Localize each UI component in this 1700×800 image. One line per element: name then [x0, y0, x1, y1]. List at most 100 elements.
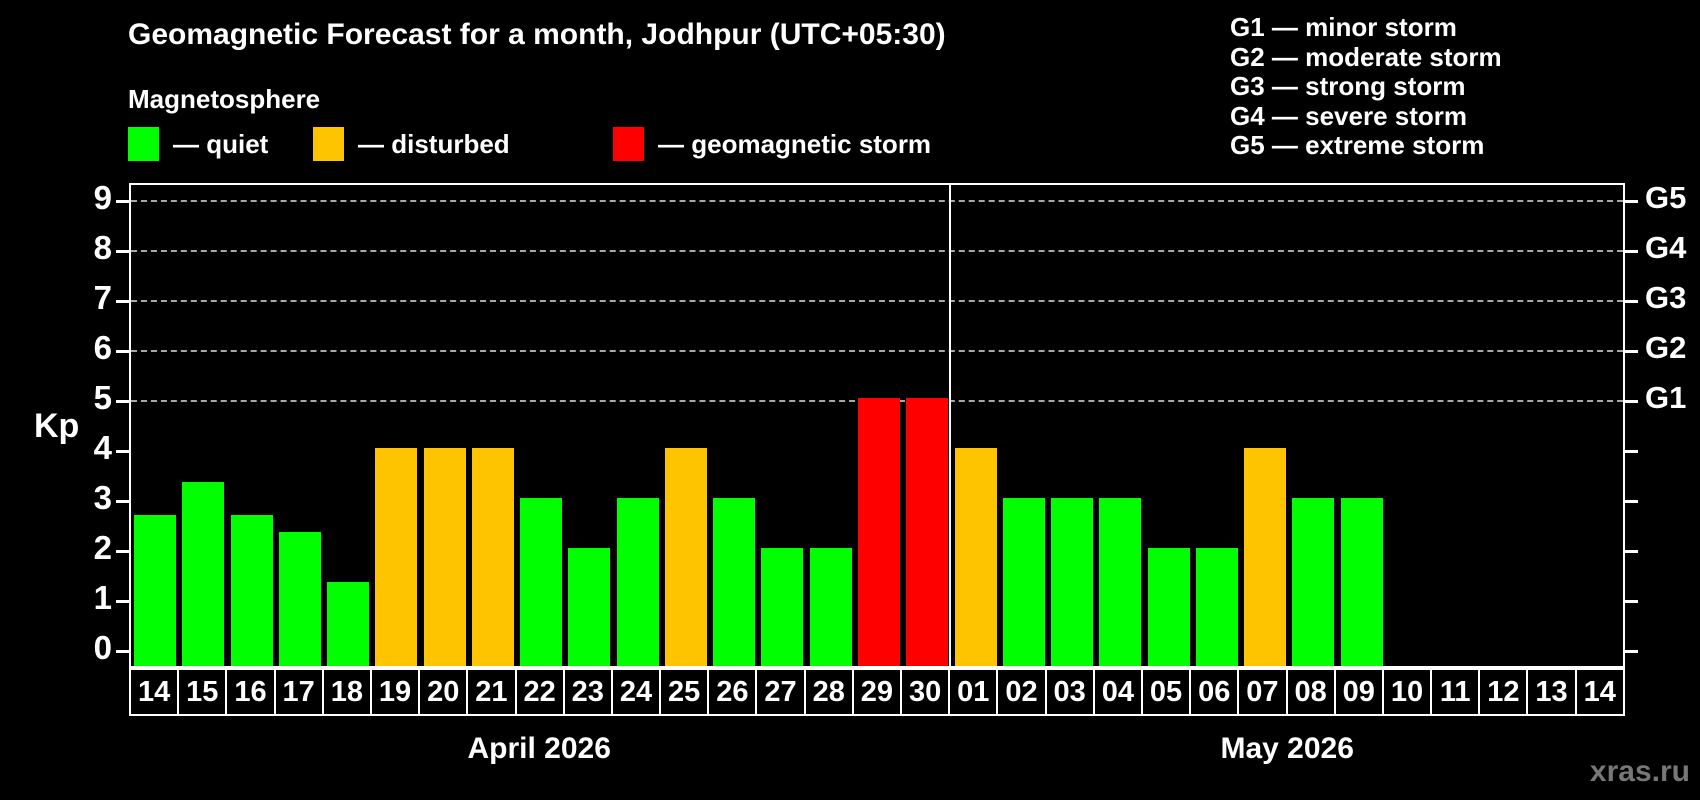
- day-label-cell: 19: [369, 668, 421, 716]
- y-tick-right-8: [1625, 250, 1638, 253]
- legend-item-disturbed: — disturbed: [313, 126, 510, 162]
- g-legend-line: G2 — moderate storm: [1230, 41, 1502, 72]
- day-label-cell: 14: [1574, 668, 1625, 716]
- y-axis-label-4: 4: [93, 429, 112, 466]
- y-axis-label-8: 8: [93, 229, 112, 266]
- kp-bar-14: [134, 514, 177, 666]
- day-label-cell: 20: [418, 668, 469, 716]
- kp-bar-20: [423, 448, 466, 666]
- day-label-cell: 02: [996, 668, 1047, 716]
- y-tick-right-7: [1625, 300, 1638, 303]
- right-axis-label-G5: G5: [1645, 180, 1687, 215]
- day-label-cell: 21: [466, 668, 517, 716]
- day-label-cell: 05: [1140, 668, 1192, 716]
- x-axis-day-labels: 14 15 16 17 18 19 20 21 22 23 24 25 26 27 28 29 30 01 02 03…: [129, 668, 1625, 716]
- gridline-kp9: [131, 200, 1623, 202]
- g-legend-line: G1 — minor storm: [1230, 12, 1457, 42]
- kp-bar-01: [954, 448, 997, 666]
- y-axis-label-3: 3: [93, 479, 112, 516]
- y-tick-left-7: [116, 300, 129, 303]
- y-tick-left-9: [116, 200, 129, 203]
- day-label-cell: 30: [900, 668, 951, 716]
- disturbed-color-swatch: [313, 127, 344, 161]
- y-tick-left-5: [116, 400, 129, 403]
- day-label-cell: 08: [1285, 668, 1336, 716]
- legend-label-quiet: — quiet: [173, 128, 269, 159]
- y-axis-label-0: 0: [93, 629, 112, 666]
- y-axis-label-7: 7: [93, 279, 112, 316]
- day-label-cell: 07: [1237, 668, 1288, 716]
- g-scale-legend: G1 — minor storm G2 — moderate storm G3 — …: [1230, 12, 1502, 161]
- day-label-cell: 10: [1381, 668, 1433, 716]
- day-label-cell: 17: [273, 668, 324, 716]
- gridline-kp8: [131, 250, 1623, 252]
- kp-bar-07: [1244, 448, 1287, 666]
- y-axis-label-9: 9: [93, 179, 112, 216]
- kp-bar-18: [327, 581, 370, 666]
- day-label-cell: 14: [129, 668, 180, 716]
- right-axis-label-G4: G4: [1645, 230, 1687, 265]
- day-label-cell: 01: [948, 668, 999, 716]
- kp-bar-05: [1147, 548, 1190, 666]
- kp-bar-17: [278, 531, 321, 666]
- kp-bar-28: [809, 548, 852, 666]
- day-label-cell: 28: [803, 668, 854, 716]
- y-tick-right-6: [1625, 350, 1638, 353]
- g-legend-line: G3 — strong storm: [1230, 71, 1466, 102]
- y-tick-right-3: [1625, 500, 1638, 503]
- day-label-cell: 09: [1333, 668, 1384, 716]
- kp-bar-04: [1099, 498, 1142, 666]
- kp-bar-22: [520, 498, 563, 666]
- y-tick-left-8: [116, 250, 129, 253]
- kp-bar-16: [230, 514, 273, 666]
- day-label-cell: 25: [659, 668, 710, 716]
- y-axis-label-5: 5: [93, 379, 112, 416]
- y-tick-right-5: [1625, 400, 1638, 403]
- chart-subtitle: Magnetosphere: [128, 84, 321, 114]
- y-tick-left-4: [116, 450, 129, 453]
- legend-item-storm: — geomagnetic storm: [613, 126, 931, 162]
- kp-bar-27: [761, 548, 804, 666]
- day-label-cell: 13: [1526, 668, 1577, 716]
- month-label-may: May 2026: [1220, 732, 1354, 765]
- legend-label-storm: — geomagnetic storm: [658, 128, 932, 159]
- kp-bar-29: [858, 398, 900, 666]
- watermark: xras.ru: [1589, 755, 1690, 788]
- day-label-cell: 03: [1044, 668, 1095, 716]
- day-label-cell: 22: [514, 668, 565, 716]
- day-label-cell: 04: [1092, 668, 1143, 716]
- y-tick-right-9: [1625, 200, 1638, 203]
- kp-bar-26: [713, 498, 756, 666]
- y-tick-right-4: [1625, 450, 1638, 453]
- month-divider: [949, 185, 952, 666]
- legend-label-disturbed: — disturbed: [358, 128, 510, 159]
- y-tick-left-3: [116, 500, 129, 503]
- storm-color-swatch: [613, 127, 644, 161]
- right-axis-label-G2: G2: [1645, 330, 1687, 365]
- day-label-cell: 26: [707, 668, 758, 716]
- y-axis-title: Kp: [34, 407, 80, 445]
- y-axis-label-2: 2: [93, 529, 112, 566]
- day-label-cell: 12: [1478, 668, 1529, 716]
- quiet-color-swatch: [128, 127, 159, 161]
- page-title: Geomagnetic Forecast for a month, Jodhpu…: [128, 18, 946, 51]
- kp-bar-03: [1051, 498, 1094, 666]
- y-tick-right-2: [1625, 550, 1638, 553]
- day-label-cell: 16: [225, 668, 276, 716]
- y-tick-right-0: [1625, 650, 1638, 653]
- right-axis-label-G3: G3: [1645, 280, 1687, 315]
- y-axis-label-6: 6: [93, 329, 112, 366]
- kp-bar-02: [1002, 498, 1045, 666]
- g-legend-line: G5 — extreme storm: [1230, 130, 1485, 161]
- legend-item-quiet: — quiet: [128, 126, 268, 162]
- y-tick-left-2: [116, 550, 129, 553]
- gridline-kp6: [131, 350, 1623, 352]
- kp-bar-09: [1340, 498, 1383, 666]
- gridline-kp7: [131, 300, 1623, 302]
- right-axis-label-G1: G1: [1645, 380, 1687, 415]
- plot-area: [116, 183, 1638, 668]
- kp-bar-19: [375, 448, 418, 666]
- month-label-april: April 2026: [467, 732, 611, 765]
- day-label-cell: 24: [610, 668, 662, 716]
- kp-bar-30: [906, 398, 949, 666]
